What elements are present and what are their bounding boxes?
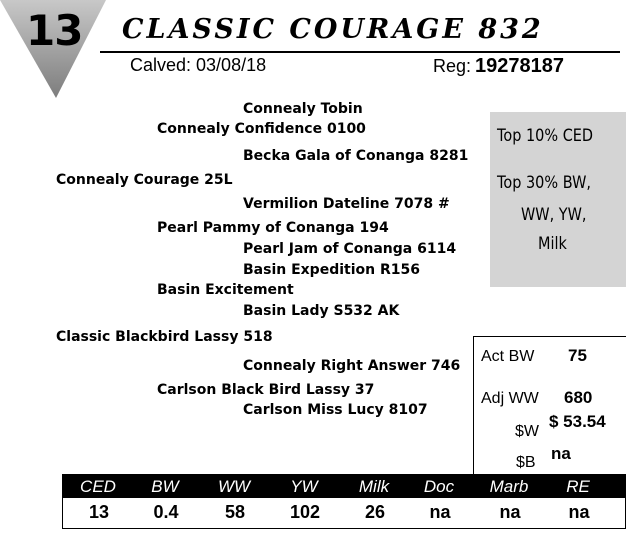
pedigree-dam-dam-dam: Carlson Miss Lucy 8107 <box>243 402 428 418</box>
act-bw-label: Act BW <box>481 348 535 365</box>
epd-value-marb: na <box>499 502 521 522</box>
epd-header-row: CED BW WW YW Milk Doc Marb RE <box>62 474 626 498</box>
performance-values-box: Act BW 75 Adj WW 680 $W $ 53.54 $B na <box>473 336 626 474</box>
pedigree-sire-dam: Pearl Pammy of Conanga 194 <box>157 220 389 236</box>
reg-number: 19278187 <box>475 55 565 77</box>
highlight-line-2: Top 30% BW, <box>497 173 591 193</box>
pedigree-sire-dam-sire-mark: # <box>437 196 450 212</box>
epd-value-ced: 13 <box>88 502 110 522</box>
highlights-box: Top 10% CED Top 30% BW, WW, YW, Milk <box>490 112 626 287</box>
epd-header-re: RE <box>566 477 590 496</box>
highlight-line-4: Milk <box>538 234 567 254</box>
epd-value-re: na <box>568 502 590 522</box>
epd-value-ww: 58 <box>224 502 246 522</box>
pedigree-dam-sire-sire: Basin Expedition R156 <box>243 262 420 278</box>
registration: Reg: 19278187 <box>433 55 564 78</box>
epd-header-yw: YW <box>290 477 318 496</box>
pedigree-dam-dam-sire: Connealy Right Answer 746 <box>243 358 461 374</box>
epd-values-row: 13 0.4 58 102 26 na na na <box>62 498 626 529</box>
w-value: $ 53.54 <box>549 412 606 431</box>
pedigree-sire-dam-sire-name: Vermilion Dateline 7078 <box>243 196 434 212</box>
epd-header-marb: Marb <box>489 477 529 496</box>
animal-name-title: CLASSIC COURAGE 832 <box>122 14 544 45</box>
pedigree-dam: Classic Blackbird Lassy 518 <box>56 329 273 345</box>
adj-ww-label: Adj WW <box>481 390 539 407</box>
b-value: na <box>551 444 571 463</box>
lot-number: 13 <box>26 6 83 55</box>
pedigree-sire-sire-sire: Connealy Tobin <box>243 101 363 117</box>
pedigree-dam-sire: Basin Excitement <box>157 282 294 298</box>
epd-header-ww: WW <box>217 477 251 496</box>
lot-triangle <box>0 0 106 98</box>
epd-header-doc: Doc <box>423 477 455 496</box>
epd-header-milk: Milk <box>358 477 390 496</box>
epd-header-bw: BW <box>151 477 179 496</box>
w-label: $W <box>515 423 539 440</box>
adj-ww-value: 680 <box>564 388 593 407</box>
calved-date: Calved: 03/08/18 <box>130 55 267 75</box>
pedigree-sire-dam-dam: Pearl Jam of Conanga 6114 <box>243 241 457 257</box>
pedigree-dam-dam: Carlson Black Bird Lassy 37 <box>157 382 375 398</box>
pedigree-sire: Connealy Courage 25L <box>56 172 233 188</box>
epd-value-yw: 102 <box>289 502 321 522</box>
epd-value-doc: na <box>429 502 451 522</box>
pedigree-sire-sire: Connealy Confidence 0100 <box>157 121 366 137</box>
pedigree-sire-sire-dam: Becka Gala of Conanga 8281 <box>243 148 469 164</box>
epd-header-ced: CED <box>80 477 116 496</box>
pedigree-dam-sire-dam: Basin Lady S532 AK <box>243 303 400 319</box>
pedigree-sire-dam-sire: Vermilion Dateline 7078 # <box>243 196 450 212</box>
b-label: $B <box>516 454 536 471</box>
epd-value-milk: 26 <box>364 502 386 522</box>
highlight-line-3: WW, YW, <box>521 205 587 225</box>
epd-value-bw: 0.4 <box>153 502 179 522</box>
act-bw-value: 75 <box>568 346 587 365</box>
reg-label: Reg: <box>433 56 472 76</box>
highlight-line-1: Top 10% CED <box>497 126 594 146</box>
title-underline <box>100 51 620 53</box>
